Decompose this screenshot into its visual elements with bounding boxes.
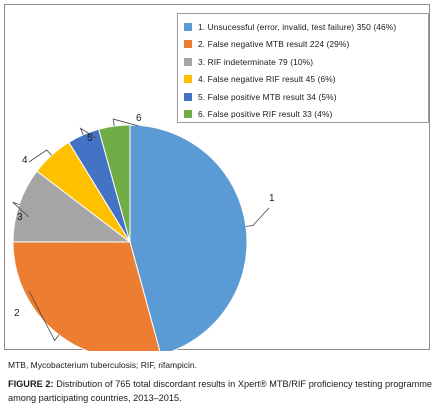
legend-swatch-3 <box>184 57 192 66</box>
legend-label-4: 4. False negative RIF result 45 (6%) <box>198 74 336 85</box>
legend-swatch-1 <box>184 22 192 31</box>
pie-slice-3 <box>12 170 132 243</box>
chart-legend: 1. Unsucessful (error, invalid, test fai… <box>177 13 429 123</box>
slice-label-5: 5 <box>87 133 93 144</box>
legend-label-1: 1. Unsucessful (error, invalid, test fai… <box>198 21 397 32</box>
legend-swatch-6 <box>184 110 192 119</box>
slice-label-6: 6 <box>136 113 142 124</box>
legend-label-2: 2. False negative MTB result 224 (29%) <box>198 39 350 50</box>
legend-label-5: 5. False positive MTB result 34 (5%) <box>198 91 337 102</box>
leader-line-1 <box>245 207 270 227</box>
chart-frame: 1 2 3 4 5 6 1. Unsucessful (error, invalid, t… <box>4 4 430 351</box>
figure-label: FIGURE 2: <box>8 379 54 389</box>
slice-label-1: 1 <box>269 193 275 204</box>
legend-item-1: 1. Unsucessful (error, invalid, test fai… <box>184 18 428 36</box>
figure-caption-text: Distribution of 765 total discordant res… <box>8 379 432 403</box>
legend-item-2: 2. False negative MTB result 224 (29%) <box>184 36 428 54</box>
legend-swatch-4 <box>184 75 192 84</box>
legend-item-5: 5. False positive MTB result 34 (5%) <box>184 88 428 106</box>
pie-chart: 1 2 3 4 5 6 <box>12 113 275 351</box>
slice-label-4: 4 <box>22 155 28 166</box>
leader-line-3 <box>12 201 30 218</box>
pie-slice-1 <box>129 124 248 351</box>
leader-line-4 <box>28 149 52 163</box>
legend-item-6: 6. False positive RIF result 33 (4%) <box>184 106 428 124</box>
legend-label-3: 3. RIF indeterminate 79 (10%) <box>198 56 314 67</box>
leader-line-6 <box>112 118 140 127</box>
legend-label-6: 6. False positive RIF result 33 (4%) <box>198 109 333 120</box>
legend-item-4: 4. False negative RIF result 45 (6%) <box>184 71 428 89</box>
slice-label-3: 3 <box>17 212 23 223</box>
footnote: MTB, Mycobacterium tuberculosis; RIF, ri… <box>8 360 197 370</box>
leader-line-5 <box>79 127 97 139</box>
legend-swatch-2 <box>184 40 192 49</box>
legend-item-3: 3. RIF indeterminate 79 (10%) <box>184 53 428 71</box>
slice-label-2: 2 <box>14 308 20 319</box>
legend-swatch-5 <box>184 92 192 101</box>
figure-caption: FIGURE 2: Distribution of 765 total disc… <box>8 377 432 405</box>
leader-line-2 <box>28 290 60 342</box>
